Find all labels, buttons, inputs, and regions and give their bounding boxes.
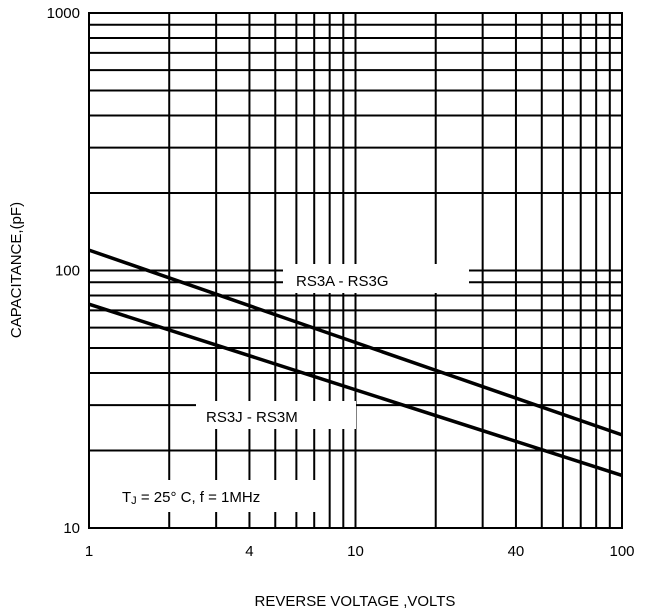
test-conditions: TJ = 25° C, f = 1MHz xyxy=(122,489,260,507)
x-tick-label: 40 xyxy=(508,543,525,560)
y-tick-label: 1000 xyxy=(47,5,80,22)
series-label-background xyxy=(196,401,356,429)
series-line-2 xyxy=(88,302,623,478)
conditions-background xyxy=(110,480,324,512)
conditions-subscript: J xyxy=(131,495,137,507)
x-tick-label: 4 xyxy=(245,543,253,560)
y-tick-label: 100 xyxy=(55,263,80,280)
series-label-rs3j-rs3m: RS3J - RS3M xyxy=(206,409,298,426)
x-tick-label: 10 xyxy=(347,543,364,560)
label-backgrounds xyxy=(110,264,469,512)
series-lines xyxy=(88,248,623,478)
x-tick-label: 1 xyxy=(85,543,93,560)
series-line-1 xyxy=(88,248,623,437)
plot-frame xyxy=(88,12,623,529)
y-axis-label: CAPACITANCE,(pF) xyxy=(8,202,25,338)
conditions-rest: = 25° C, f = 1MHz xyxy=(137,489,261,506)
series-label-background xyxy=(283,264,469,293)
series-label-rs3a-rs3g: RS3A - RS3G xyxy=(296,273,389,290)
conditions-prefix: T xyxy=(122,489,131,506)
x-axis-label: REVERSE VOLTAGE ,VOLTS xyxy=(255,593,456,610)
y-tick-label: 10 xyxy=(63,520,80,537)
y-tick-labels: 10 100 1000 xyxy=(47,5,80,537)
x-tick-labels: 1 4 10 40 100 xyxy=(85,543,635,560)
x-tick-label: 100 xyxy=(609,543,634,560)
